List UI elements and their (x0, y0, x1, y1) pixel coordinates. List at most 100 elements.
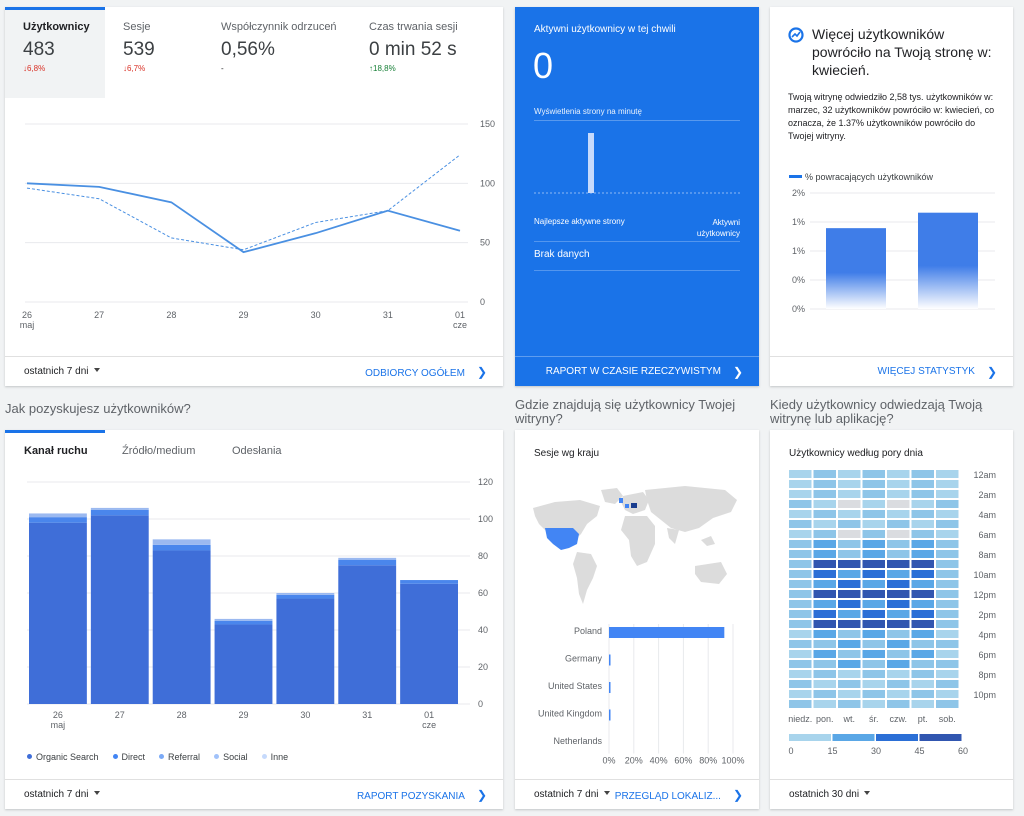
kpi-users[interactable]: Użytkownicy 483 ↓6,8% (5, 7, 105, 98)
day-label: śr. (869, 714, 879, 724)
location-overview-link[interactable]: PRZEGLĄD LOKALIZ... ❯ (615, 788, 743, 802)
x-tick-label: 31 (362, 710, 372, 720)
heatmap-cell (862, 540, 885, 548)
heatmap-cell (789, 550, 812, 558)
kpi-bounce-rate[interactable]: Współczynnik odrzuceń 0,56% - (203, 7, 351, 98)
heatmap-cell (813, 630, 836, 638)
acquisition-report-link[interactable]: RAPORT POZYSKANIA ❯ (357, 788, 487, 802)
return-bar (826, 228, 886, 309)
heatmap-cell (838, 680, 861, 688)
x-tick-label: 30 (300, 710, 310, 720)
heatmap-cell (862, 660, 885, 668)
kpi-value: 483 (23, 39, 55, 60)
date-range-dropdown[interactable]: ostatnich 7 dni (534, 789, 610, 800)
heatmap-cell (838, 520, 861, 528)
heatmap-cell (936, 560, 959, 568)
scale-label: 15 (827, 746, 837, 756)
y-tick-label: 1% (792, 217, 805, 227)
heatmap-cell (936, 580, 959, 588)
heatmap-cell (936, 490, 959, 498)
heatmap-cell (911, 650, 934, 658)
date-range-dropdown[interactable]: ostatnich 30 dni (789, 789, 870, 800)
hour-label: 4am (978, 510, 996, 520)
heatmap-cell (813, 480, 836, 488)
heatmap-cell (862, 500, 885, 508)
heatmap-cell (813, 620, 836, 628)
realtime-footer[interactable]: RAPORT W CZASIE RZECZYWISTYM ❯ (515, 356, 759, 386)
x-tick-label: 29 (238, 310, 248, 320)
bar-segment-direct (338, 559, 397, 566)
bar-segment-referral (90, 507, 149, 510)
more-stats-link[interactable]: WIĘCEJ STATYSTYK (877, 366, 975, 377)
x-tick-sublabel: cze (453, 320, 467, 330)
country-label: Netherlands (553, 736, 602, 746)
tab-source-medium[interactable]: Źródło/medium (122, 445, 195, 457)
heatmap-cell (911, 600, 934, 608)
returning-card: Więcej użytkowników powróciło na Twoją s… (770, 7, 1013, 386)
heatmap-cell (789, 610, 812, 618)
heatmap-cell (789, 570, 812, 578)
legend-swatch (789, 175, 802, 178)
heatmap-cell (862, 510, 885, 518)
realtime-title: Aktywni użytkownicy w tej chwili (534, 24, 676, 35)
audience-link-label: ODBIORCY OGÓŁEM (365, 367, 465, 379)
tab-traffic-channel[interactable]: Kanał ruchu (5, 430, 105, 467)
heatmap-cell (936, 640, 959, 648)
hour-label: 6am (978, 530, 996, 540)
realtime-report-link[interactable]: RAPORT W CZASIE RZECZYWISTYM (545, 366, 721, 377)
day-label: wt. (842, 714, 855, 724)
bar-segment-organic-search (400, 583, 458, 704)
active-users-col-label: Aktywni użytkownicy (696, 218, 740, 238)
heatmap-cell (862, 700, 885, 708)
country-bar (609, 627, 725, 638)
heatmap-cell (911, 580, 934, 588)
heatmap-cell (911, 620, 934, 628)
date-range-dropdown[interactable]: ostatnich 7 dni (24, 789, 100, 800)
heatmap-cell (862, 480, 885, 488)
return-legend: % powracających użytkowników (789, 172, 933, 182)
kpi-delta: ↓6,7% (123, 64, 146, 73)
bar-segment-organic-search (214, 624, 273, 704)
acquisition-report-label: RAPORT POZYSKANIA (356, 790, 465, 802)
day-label: pon. (816, 714, 834, 724)
kpi-session-duration[interactable]: Czas trwania sesji 0 min 52 s ↑18,8% (351, 7, 501, 98)
legend-referral: Referral (159, 752, 200, 762)
heatmap-cell (813, 490, 836, 498)
heatmap-cell (911, 500, 934, 508)
kpi-sessions[interactable]: Sesje 539 ↓6,7% (105, 7, 203, 98)
heatmap-cell (789, 480, 812, 488)
heatmap-cell (911, 660, 934, 668)
heatmap-cell (862, 680, 885, 688)
heatmap-cell (911, 550, 934, 558)
chevron-right-icon: ❯ (476, 364, 487, 379)
heatmap-cell (813, 670, 836, 678)
country-bar (609, 682, 611, 693)
scale-label: 30 (871, 746, 881, 756)
heatmap-cell (862, 650, 885, 658)
hour-label: 2am (978, 490, 996, 500)
heatmap-cell (936, 600, 959, 608)
heatmap-cell (838, 590, 861, 598)
hour-label: 10am (973, 570, 996, 580)
hour-label: 12pm (973, 590, 996, 600)
tab-label: Źródło/medium (122, 445, 196, 457)
overview-footer: ostatnich 7 dni ODBIORCY OGÓŁEM ❯ (5, 356, 503, 386)
heatmap-cell (789, 670, 812, 678)
chevron-right-icon: ❯ (986, 364, 997, 379)
bar-segment-direct (400, 580, 458, 584)
legend-direct: Direct (113, 752, 146, 762)
date-range-dropdown[interactable]: ostatnich 7 dni (24, 366, 100, 377)
heatmap-cell (887, 620, 910, 628)
x-tick-label: 80% (699, 756, 717, 766)
heatmap-cell (838, 530, 861, 538)
tab-referrals[interactable]: Odesłania (232, 445, 282, 457)
x-tick-label: 01 (455, 310, 465, 320)
world-map (533, 486, 737, 604)
chevron-right-icon: ❯ (732, 364, 743, 379)
kpi-delta: - (221, 64, 224, 73)
audience-link[interactable]: ODBIORCY OGÓŁEM ❯ (365, 365, 487, 379)
heatmap-cell (887, 560, 910, 568)
heatmap-cell (813, 600, 836, 608)
acquisition-card: Kanał ruchu Źródło/medium Odesłania 120 1… (5, 430, 503, 809)
heatmap-cell (813, 640, 836, 648)
